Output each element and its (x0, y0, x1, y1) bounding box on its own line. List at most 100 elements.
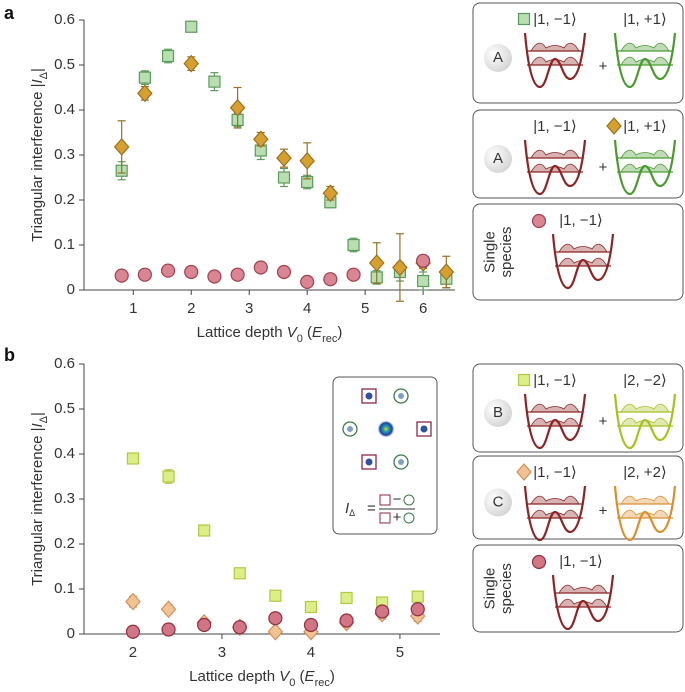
y-tick-label: 0.1 (54, 236, 75, 253)
wavefunction (558, 584, 608, 594)
data-point (229, 98, 246, 117)
state-ket: |1, −1⟩ (533, 11, 577, 28)
state-ket: |1, −1⟩ (533, 464, 577, 481)
legend-marker (531, 213, 547, 229)
wavefunction (620, 149, 670, 159)
label-part: ( (295, 668, 304, 685)
state-letter: A (493, 49, 503, 66)
y-tick-label: 0.4 (54, 445, 75, 462)
data-point (184, 264, 199, 280)
data-point (267, 622, 284, 641)
inset-peak (377, 420, 395, 438)
legend-marker (516, 463, 532, 481)
plus-sign: + (599, 58, 608, 75)
label-part: V (279, 668, 291, 685)
state-letter: A (493, 150, 503, 167)
inset-frame (332, 376, 438, 535)
label-part: I (29, 79, 46, 83)
data-point (232, 620, 247, 635)
x-tick-label: 6 (419, 300, 427, 317)
label-part: ) (337, 324, 342, 341)
data-point (416, 253, 431, 268)
y-tick-label: 0.3 (54, 146, 75, 163)
label-part: rec (315, 677, 331, 689)
x-tick-label: 5 (361, 300, 369, 317)
data-point (125, 592, 141, 611)
y-tick-label: 0.6 (54, 11, 75, 28)
legend-marker (517, 12, 531, 26)
potential (523, 485, 587, 542)
state-ket: |1, −1⟩ (559, 212, 603, 229)
label-part: | (29, 412, 46, 416)
label-part: ( (303, 324, 312, 341)
y-tick-label: 0.1 (54, 580, 75, 597)
label-line: Single (481, 568, 498, 610)
data-point (375, 604, 390, 619)
data-point (299, 151, 315, 170)
inset-circle (393, 388, 409, 404)
label-part: I (29, 423, 46, 427)
potential (523, 139, 587, 196)
wavefunction (620, 42, 670, 52)
state-ket: |1, +1⟩ (623, 118, 667, 135)
inset-circle (342, 421, 358, 437)
wavefunction (558, 243, 608, 253)
inset-peak (365, 458, 373, 466)
state-ket: |1, +1⟩ (623, 11, 667, 28)
label-part: 0 (297, 333, 303, 345)
data-point (339, 613, 354, 628)
species-label: Singlespecies (481, 227, 515, 278)
double-well (551, 574, 615, 631)
state-ball (484, 399, 512, 427)
y-axis-label: Triangular interference |IΔ| (29, 68, 50, 242)
data-point (417, 274, 430, 288)
inset-formula-lhs: IΔ (345, 500, 355, 518)
y-tick-label: 0.6 (54, 355, 75, 372)
double-well (613, 139, 677, 196)
inset-peak (347, 426, 353, 432)
double-well (523, 139, 587, 196)
label-part: Δ (38, 71, 50, 79)
data-point (161, 622, 176, 637)
data-point (160, 600, 177, 619)
x-tick-label: 2 (129, 644, 137, 661)
state-letter: B (493, 404, 503, 421)
label-part: 0 (289, 677, 295, 689)
label-part: Δ (349, 508, 355, 518)
data-point (368, 254, 385, 272)
inset-square (361, 388, 377, 404)
potential (613, 485, 677, 542)
data-point (304, 600, 318, 614)
y-tick-label: 0 (67, 281, 75, 298)
legend-marker (517, 373, 531, 387)
label-line: Single (481, 231, 498, 273)
plus-sign: + (599, 159, 608, 176)
x-tick-label: 5 (396, 644, 404, 661)
double-well (613, 32, 677, 89)
potential (613, 393, 677, 450)
label-part: Triangular interference | (29, 84, 46, 242)
legend-marker (606, 117, 622, 135)
plus-sign: + (599, 413, 608, 430)
potential (551, 233, 615, 290)
data-point (198, 524, 211, 537)
label-part: V (287, 324, 299, 341)
data-point (185, 20, 198, 33)
legend-box (472, 2, 684, 104)
data-point (137, 267, 152, 282)
data-point (268, 611, 283, 626)
data-point (253, 130, 269, 149)
inset-square (361, 454, 377, 470)
panel-label: b (4, 345, 15, 365)
double-well (613, 485, 677, 542)
wavefunction (530, 495, 580, 505)
inset-peak (398, 393, 404, 399)
fraction-square (379, 494, 391, 506)
panel-label: a (4, 3, 15, 23)
x-axis-label: Lattice depth V0 (Erec) (189, 668, 335, 689)
label-line: species (498, 563, 515, 614)
data-point (340, 591, 353, 605)
data-point (162, 470, 175, 483)
double-well (523, 485, 587, 542)
